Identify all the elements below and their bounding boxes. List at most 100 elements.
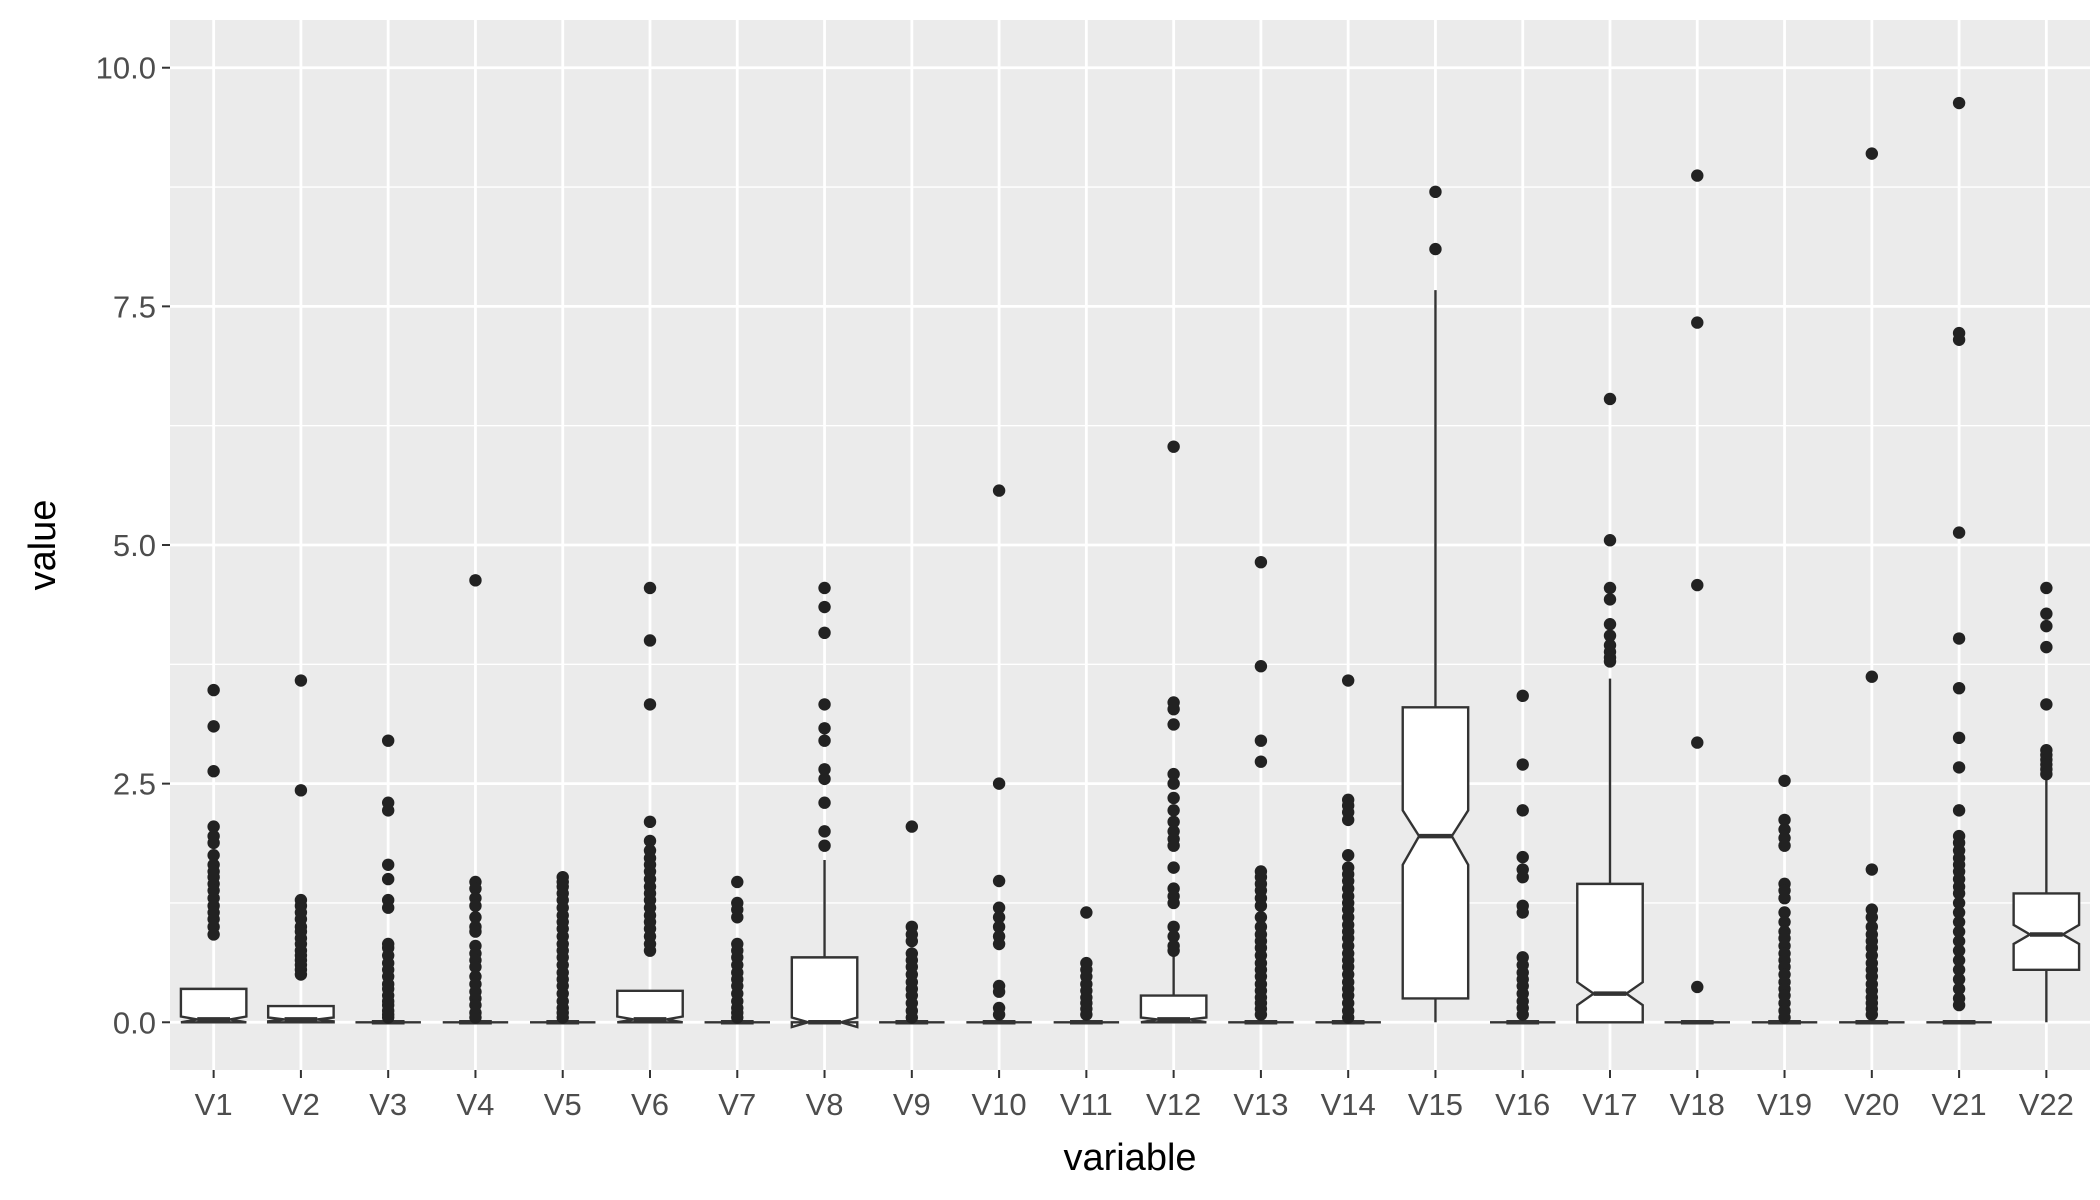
outlier-point (1865, 670, 1879, 683)
outlier-point (207, 820, 220, 833)
box-body (1139, 994, 1208, 1024)
box-V14 (1315, 674, 1381, 1025)
y-tick-label: 2.5 (113, 767, 156, 802)
outlier-point (1952, 896, 1966, 910)
outlier-point (992, 484, 1006, 497)
outlier-point (1603, 629, 1617, 642)
outlier-point (1603, 392, 1617, 406)
x-tick-label: V4 (456, 1087, 494, 1122)
outlier-point (818, 825, 831, 838)
outlier-point (1952, 632, 1966, 645)
box-V6 (616, 581, 684, 1024)
outlier-point (1516, 758, 1529, 771)
x-tick-label: V8 (806, 1087, 844, 1122)
outlier-point (1167, 767, 1180, 781)
box-V7 (704, 875, 770, 1025)
outlier-point (1952, 731, 1966, 745)
box-V5 (530, 870, 596, 1025)
x-tick-label: V21 (1932, 1087, 1987, 1122)
outlier-point (1429, 242, 1442, 256)
box-body (179, 987, 248, 1024)
outlier-point (469, 911, 482, 924)
y-axis-ticks: 0.0 2.5 5.0 7.5 10.0 (96, 51, 170, 1040)
x-tick-label: V15 (1408, 1087, 1463, 1122)
box-V15 (1401, 185, 1470, 1023)
x-tick-label: V6 (631, 1087, 669, 1122)
outlier-point (1952, 934, 1966, 948)
outlier-point (1603, 581, 1617, 595)
x-tick-label: V14 (1321, 1087, 1376, 1122)
outlier-point (1952, 906, 1966, 919)
outlier-point (1691, 316, 1704, 329)
outlier-point (1952, 887, 1966, 900)
outlier-point (1167, 815, 1180, 829)
x-tick-label: V7 (718, 1087, 756, 1122)
outlier-point (469, 1011, 482, 1024)
outlier-point (1778, 823, 1791, 836)
outlier-point (207, 849, 220, 862)
outlier-point (1603, 618, 1617, 631)
outlier-point (992, 777, 1006, 790)
x-tick-label: V20 (1844, 1087, 1899, 1122)
outlier-point (2040, 619, 2053, 633)
outlier-point (207, 765, 220, 778)
outlier-point (1341, 1011, 1355, 1024)
x-tick-label: V2 (282, 1087, 320, 1122)
outlier-point (1691, 736, 1704, 749)
box-body (616, 989, 684, 1024)
x-tick-label: V3 (369, 1087, 407, 1122)
outlier-point (1167, 804, 1180, 817)
outlier-point (643, 815, 657, 829)
outlier-point (469, 899, 482, 913)
outlier-point (294, 784, 308, 797)
outlier-point (1254, 555, 1268, 569)
outlier-point (1516, 689, 1529, 703)
box-V13 (1228, 555, 1294, 1025)
outlier-point (1952, 681, 1966, 695)
outlier-point (1778, 813, 1791, 827)
box-V2 (266, 674, 335, 1024)
outlier-point (2040, 581, 2053, 595)
outlier-point (818, 581, 831, 595)
outlier-point (469, 574, 482, 587)
outlier-point (1778, 906, 1791, 919)
x-tick-label: V13 (1233, 1087, 1288, 1122)
outlier-point (1778, 1011, 1791, 1024)
outlier-point (1778, 915, 1791, 929)
outlier-point (992, 1008, 1006, 1021)
outlier-point (2040, 698, 2053, 711)
x-tick-label: V1 (195, 1087, 233, 1122)
outlier-point (1865, 147, 1879, 160)
outlier-point (1865, 863, 1879, 876)
outlier-point (1952, 982, 1966, 996)
x-axis-ticks: V1 V2 V3 V4 V5 V6 V7 V8 V9 V10 V11 V12 V13 V14 V15 V16 V… (195, 1070, 2074, 1122)
outlier-point (381, 858, 395, 871)
outlier-point (1254, 734, 1268, 747)
outlier-point (1254, 911, 1268, 924)
y-tick-label: 7.5 (113, 289, 156, 324)
outlier-point (1254, 660, 1268, 673)
x-tick-label: V22 (2019, 1087, 2074, 1122)
outlier-point (1691, 578, 1704, 592)
outlier-point (818, 772, 831, 786)
box-body (790, 956, 859, 1029)
outlier-point (1603, 655, 1617, 668)
box-V10 (966, 484, 1032, 1025)
outlier-point (1254, 1008, 1268, 1021)
outlier-point (294, 968, 308, 981)
outlier-point (1341, 674, 1355, 687)
x-tick-label: V16 (1495, 1087, 1550, 1122)
x-tick-label: V5 (544, 1087, 582, 1122)
outlier-point (1691, 169, 1704, 182)
outlier-point (643, 581, 657, 595)
x-axis-title: variable (1063, 1137, 1196, 1179)
outlier-point (1952, 333, 1966, 346)
outlier-point (2040, 607, 2053, 620)
outlier-point (818, 626, 831, 640)
outlier-point (1341, 813, 1355, 827)
outlier-point (381, 804, 395, 817)
outlier-point (818, 600, 831, 614)
outlier-point (1254, 899, 1268, 913)
